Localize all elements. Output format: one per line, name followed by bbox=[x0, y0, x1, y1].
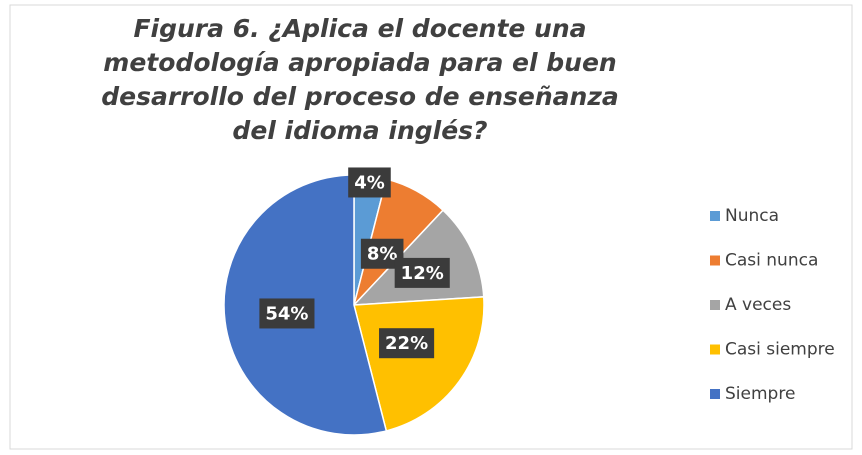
data-label: 22% bbox=[385, 333, 428, 354]
data-label: 54% bbox=[265, 303, 308, 324]
legend-swatch bbox=[710, 300, 720, 310]
data-label-box bbox=[259, 298, 315, 329]
legend-swatch bbox=[710, 344, 720, 355]
data-label-box bbox=[394, 257, 450, 288]
chart-title: Figura 6. ¿Aplica el docente una metodol… bbox=[101, 14, 619, 145]
legend-swatch bbox=[710, 255, 720, 266]
legend-label: Siempre bbox=[725, 384, 795, 404]
legend-label: Casi siempre bbox=[725, 340, 835, 360]
pie-slice bbox=[352, 209, 485, 306]
data-label-box bbox=[379, 328, 435, 359]
data-label-box bbox=[348, 167, 391, 198]
data-label: 4% bbox=[354, 172, 385, 193]
legend-label: Casi nunca bbox=[725, 251, 818, 271]
legend-label: A veces bbox=[725, 295, 791, 315]
legend-label: Nunca bbox=[725, 206, 779, 226]
data-label: 8% bbox=[367, 244, 398, 265]
legend-swatch bbox=[710, 389, 720, 399]
legend-swatch bbox=[710, 211, 720, 221]
data-label: 12% bbox=[401, 263, 444, 284]
